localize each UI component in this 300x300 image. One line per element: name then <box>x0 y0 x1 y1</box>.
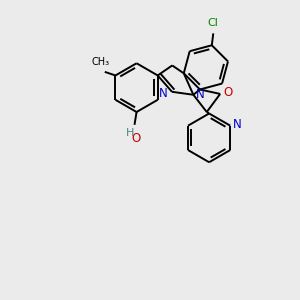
Text: N: N <box>159 87 167 100</box>
Text: Cl: Cl <box>208 18 219 28</box>
Text: O: O <box>224 86 233 99</box>
Text: N: N <box>233 118 242 131</box>
Text: N: N <box>196 88 205 101</box>
Text: CH₃: CH₃ <box>92 56 110 67</box>
Text: O: O <box>131 132 141 145</box>
Text: H: H <box>126 128 134 138</box>
